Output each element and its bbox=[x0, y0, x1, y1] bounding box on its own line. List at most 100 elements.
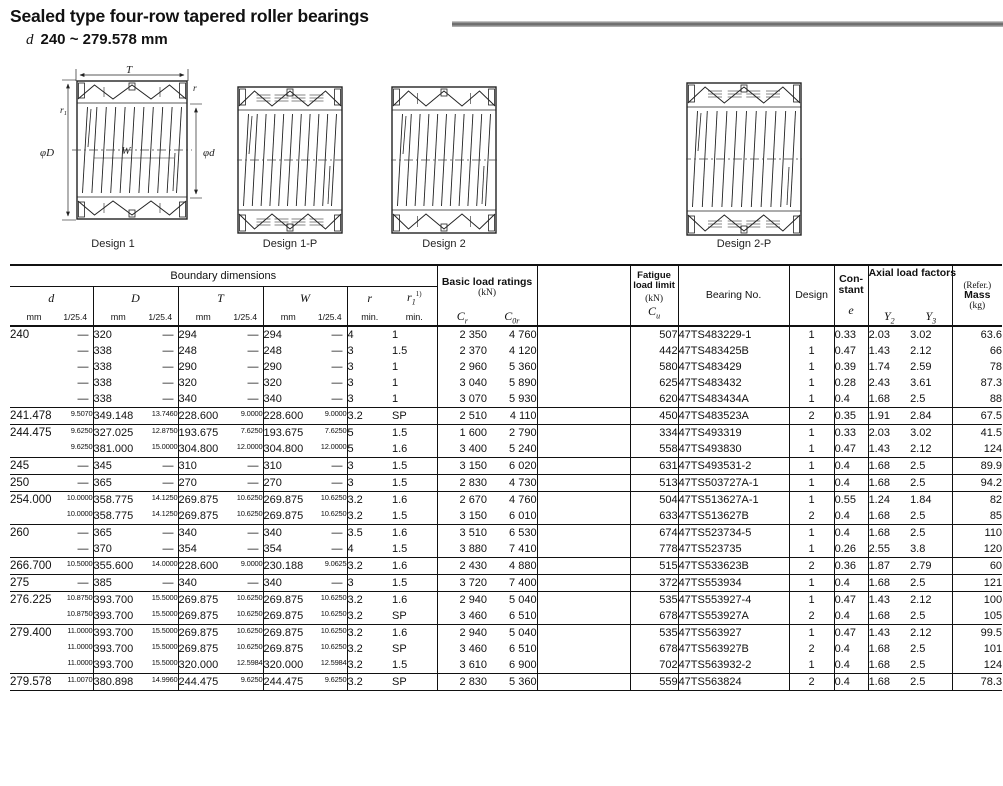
cell-T-inch: — bbox=[228, 325, 263, 344]
svg-text:r1: r1 bbox=[60, 106, 67, 117]
cell-mass: 66 bbox=[951, 343, 1003, 360]
header-unit-min-r1: min. bbox=[392, 309, 438, 328]
cell-mass: 41.5 bbox=[951, 424, 1003, 442]
header-unit-mm: mm bbox=[10, 309, 58, 328]
cell-D-inch: — bbox=[162, 392, 174, 405]
cell-cu: 559 bbox=[629, 673, 679, 691]
header-symbol-D: D bbox=[92, 286, 178, 309]
cell-cu: 778 bbox=[629, 541, 679, 558]
table-row: —338—290—290—3 1 2 960 5 360 580 47TS483429 1 0… bbox=[10, 359, 1003, 376]
cell-d-mm: 245 bbox=[10, 457, 58, 475]
cell-e: 0.4 bbox=[833, 474, 869, 492]
cell-e: 0.4 bbox=[833, 574, 869, 592]
svg-text:r: r bbox=[193, 84, 197, 94]
cell-d-mm: 241.478 bbox=[10, 407, 58, 425]
cell-D-mm: 338 bbox=[92, 375, 143, 392]
header-bearing-no: Bearing No. bbox=[677, 265, 790, 328]
cell-d-inch: 9.5070 bbox=[58, 407, 93, 425]
cell-T-mm: 354 bbox=[177, 541, 228, 558]
cell-blank bbox=[536, 574, 631, 592]
header-constant: Con- stant e bbox=[833, 265, 869, 328]
cell-D-mm: 345 bbox=[92, 457, 143, 475]
cell-blank bbox=[536, 441, 631, 458]
cell-cor: 5 040 bbox=[487, 591, 538, 609]
cell-bearing-no: 47TS523734-5 bbox=[677, 524, 790, 542]
cell-D-mm: 385 bbox=[92, 574, 143, 592]
cell-D-inch: — bbox=[162, 360, 174, 373]
table-row: 250—365—270—270—3 1.5 2 830 4 730 513 47TS503… bbox=[10, 474, 1003, 492]
cell-blank bbox=[536, 375, 631, 392]
cell-cu: 513 bbox=[629, 474, 679, 492]
cell-mass: 101 bbox=[951, 641, 1003, 658]
cell-blank bbox=[536, 557, 631, 575]
cell-D-inch: 12.8750 bbox=[143, 424, 178, 442]
cell-cr: 2 960 bbox=[436, 359, 488, 376]
cell-cr: 2 430 bbox=[436, 557, 488, 575]
header-blank-column bbox=[536, 265, 631, 328]
cell-e: 0.47 bbox=[833, 624, 869, 642]
cell-r1-min: SP bbox=[392, 642, 407, 655]
cell-d-inch: 9.6250 bbox=[70, 441, 93, 451]
cell-d-mm: 279.400 bbox=[10, 624, 58, 642]
cell-e: 0.47 bbox=[833, 441, 869, 458]
cell-y2: 1.43 bbox=[867, 343, 911, 360]
cell-y3: 2.12 bbox=[910, 344, 932, 357]
cell-cu: 631 bbox=[629, 457, 679, 475]
cell-design: 1 bbox=[788, 424, 835, 442]
cell-T-inch: 12.5984 bbox=[236, 657, 263, 667]
cell-W-mm: 248 bbox=[262, 343, 313, 360]
cell-d-mm: 250 bbox=[10, 474, 58, 492]
cell-W-inch: — bbox=[331, 392, 343, 405]
cell-cor: 4 760 bbox=[487, 491, 538, 509]
cell-D-inch: — bbox=[143, 574, 178, 592]
cell-y3: 2.12 bbox=[910, 624, 953, 642]
header-unit-inch: 1/25.4 bbox=[313, 309, 347, 328]
cell-cor: 6 010 bbox=[509, 509, 537, 522]
cell-d-mm bbox=[10, 441, 58, 458]
cell-cr: 3 460 bbox=[436, 608, 488, 625]
cell-D-inch: 14.1250 bbox=[143, 491, 178, 509]
cell-W-mm: 269.875 bbox=[262, 624, 313, 642]
cell-e: 0.4 bbox=[833, 641, 869, 658]
cell-cr: 2 940 bbox=[436, 591, 488, 609]
cell-d-mm: 279.578 bbox=[10, 673, 58, 691]
table-row: 244.475 9.6250 327.025 12.8750 193.675 7.6250… bbox=[10, 424, 1003, 442]
cell-W-mm: 304.800 bbox=[262, 441, 313, 458]
svg-text:φD: φD bbox=[40, 147, 54, 159]
table-row: 11.0000 393.700 15.5000 320.000 12.5984 320.0… bbox=[10, 657, 1003, 674]
cell-d-inch: 10.8750 bbox=[66, 608, 93, 618]
cell-d-mm bbox=[10, 343, 58, 359]
header-symbol-cr: Cr bbox=[436, 309, 488, 328]
header-symbol-r1: r11) bbox=[407, 289, 422, 307]
table-row: 266.700 10.5000 355.600 14.0000 228.600 9.000… bbox=[10, 557, 1003, 575]
cell-y2: 1.68 bbox=[867, 524, 911, 542]
cell-D-inch: 15.0000 bbox=[151, 441, 178, 451]
cell-W-inch: 10.6250 bbox=[320, 608, 347, 618]
cell-W-mm: 294 bbox=[262, 325, 313, 344]
cell-d-mm: 244.475 bbox=[10, 424, 58, 442]
cell-y3: 2.12 bbox=[910, 591, 953, 609]
cell-W-inch: 9.6250 bbox=[313, 673, 347, 691]
cell-cu: 633 bbox=[629, 508, 679, 525]
cell-T-mm: 270 bbox=[177, 474, 228, 492]
header-symbol-y3: Y3 bbox=[910, 309, 953, 328]
cell-r-min: 3.2 bbox=[346, 491, 392, 509]
cell-cr: 3 400 bbox=[436, 441, 488, 458]
cell-T-inch: — bbox=[247, 392, 259, 405]
cell-D-mm: 393.700 bbox=[92, 624, 143, 642]
cell-e: 0.33 bbox=[833, 424, 869, 442]
header-symbol-r: r bbox=[346, 286, 392, 309]
cell-T-inch: 10.6250 bbox=[236, 641, 263, 651]
cell-d-inch: — bbox=[77, 376, 89, 389]
cell-T-mm: 320 bbox=[177, 375, 228, 392]
cell-W-inch: 9.0000 bbox=[313, 407, 347, 425]
cell-y2: 1.68 bbox=[867, 608, 911, 625]
cell-e: 0.4 bbox=[833, 657, 869, 674]
cell-r1-min: 1.5 bbox=[392, 457, 438, 475]
cell-y2: 1.68 bbox=[867, 474, 911, 492]
cell-design: 1 bbox=[788, 441, 835, 458]
cell-blank bbox=[536, 325, 631, 344]
cell-r1-min: 1.6 bbox=[392, 591, 438, 609]
cell-y2: 2.43 bbox=[867, 375, 911, 392]
cell-W-inch: — bbox=[313, 474, 347, 492]
